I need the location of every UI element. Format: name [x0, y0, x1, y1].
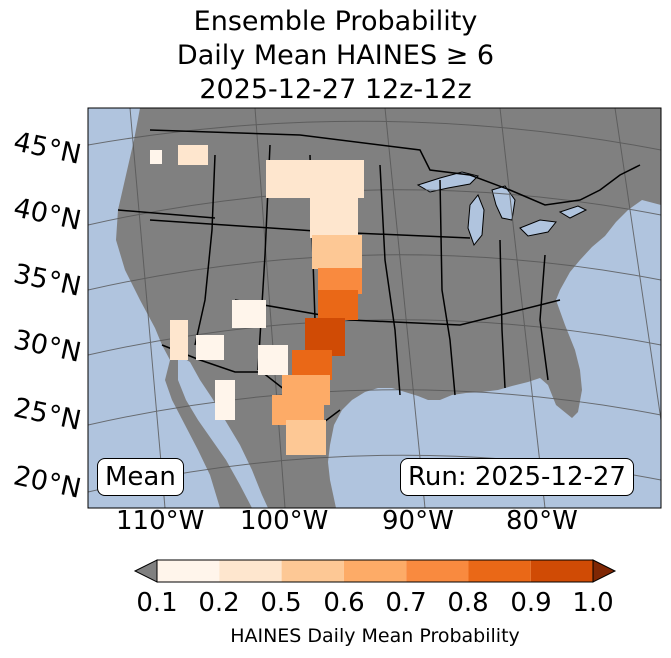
colorbar-tick-6: 0.8	[447, 588, 489, 618]
colorbar-segment-7	[530, 560, 593, 582]
colorbar-tick-3: 0.5	[260, 588, 302, 618]
probability-field	[150, 145, 364, 455]
colorbar-tick-1: 0.1	[136, 588, 178, 618]
gridlines	[88, 108, 661, 508]
colorbar-tick-5: 0.7	[385, 588, 427, 618]
colorbar-segment-1	[157, 560, 220, 582]
title-line-3: 2025-12-27 12z-12z	[199, 74, 472, 105]
colorbar-label: HAINES Daily Mean Probability	[230, 625, 520, 647]
colorbar-tick-8: 1.0	[572, 588, 614, 618]
lon-label-80: 80°W	[506, 506, 578, 536]
colorbar	[133, 559, 617, 583]
colorbar-segment-6	[468, 560, 531, 582]
colorbar-tick-7: 0.9	[510, 588, 552, 618]
colorbar-frame	[156, 559, 594, 583]
colorbar-segment-3	[281, 560, 344, 582]
colorbar-segment-4	[343, 560, 407, 582]
colorbar-tick-2: 0.2	[198, 588, 240, 618]
run-label: Run: 2025-12-27	[400, 458, 634, 496]
title-line-1: Ensemble Probability	[193, 6, 478, 37]
colorbar-segment-5	[406, 560, 469, 582]
colorbar-tick-4: 0.6	[323, 588, 365, 618]
map-frame	[87, 107, 662, 509]
lon-label-100: 100°W	[240, 506, 329, 536]
title-line-2: Daily Mean HAINES ≥ 6	[176, 40, 495, 71]
colorbar-segment-2	[219, 560, 282, 582]
colorbar-over-arrow	[592, 559, 617, 583]
colorbar-under-arrow	[133, 559, 158, 583]
lon-label-90: 90°W	[382, 506, 454, 536]
pacific-coast	[88, 108, 220, 508]
gulf-of-california	[178, 355, 268, 508]
lon-label-110: 110°W	[116, 506, 205, 536]
mean-label: Mean	[97, 458, 184, 496]
